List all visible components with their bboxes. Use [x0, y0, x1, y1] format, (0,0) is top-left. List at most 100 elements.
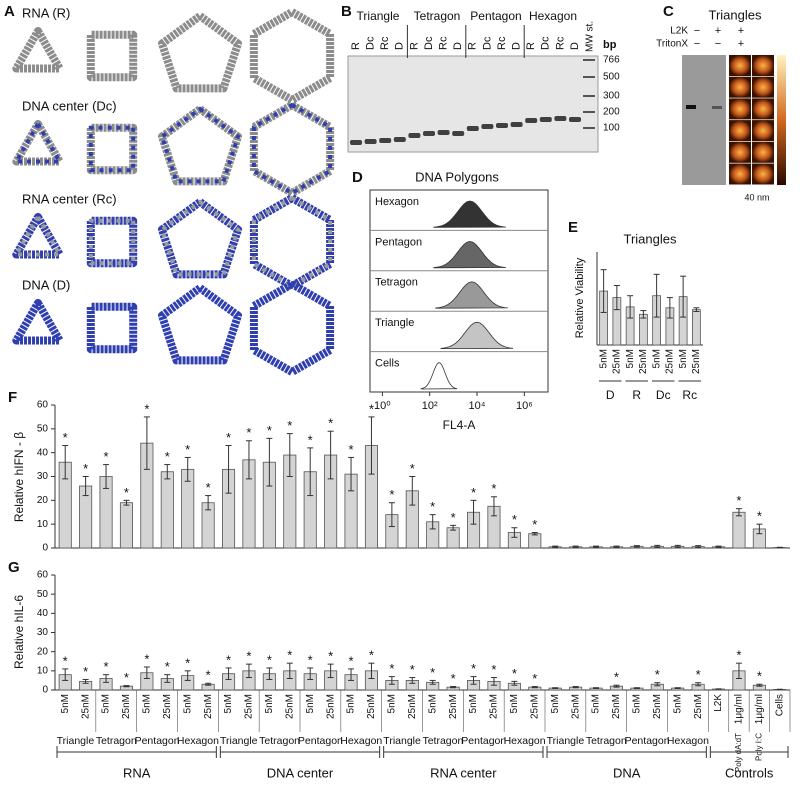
subgroup-label: Pentagon	[298, 735, 343, 747]
y-tick-label: 60	[37, 570, 49, 581]
afm-tile	[752, 120, 774, 142]
error-bar	[245, 663, 252, 679]
error-bar	[286, 662, 293, 679]
significance-mark: *	[410, 461, 415, 476]
significance-mark: *	[165, 449, 170, 464]
error-bar	[627, 295, 634, 319]
row-label: Cells	[375, 358, 400, 370]
chart-title: Triangles	[624, 231, 677, 246]
gel-band	[350, 140, 362, 145]
error-bar	[327, 430, 334, 480]
afm-tile	[729, 120, 751, 142]
x-tick-label: 25nM	[691, 349, 702, 374]
error-bar	[164, 674, 171, 683]
significance-mark: *	[614, 670, 619, 685]
gel-band	[481, 124, 494, 129]
gel-band	[686, 105, 696, 109]
subgroup-label: Triangle	[383, 735, 421, 747]
x-tick-label: 25nM	[612, 349, 623, 374]
chart-title: DNA Polygons	[415, 169, 499, 184]
ladder-label: 500	[603, 72, 620, 83]
error-bar	[103, 674, 110, 683]
x-tick-label: 5nM	[651, 349, 662, 368]
lane-label: D	[569, 42, 581, 50]
lane-label: R	[350, 42, 362, 50]
ladder-band	[583, 111, 595, 113]
error-bar	[572, 686, 579, 689]
gel-band	[379, 138, 392, 143]
error-bar	[266, 667, 273, 680]
significance-mark: *	[63, 653, 68, 668]
lane-label: Rc	[379, 36, 391, 50]
x-tick-label: 5nM	[598, 349, 609, 368]
subgroup-label: Tetragon	[422, 735, 463, 747]
x-tick-label: 5nM	[632, 694, 643, 713]
condition-sign: −	[694, 25, 700, 37]
ladder-label: 100	[603, 123, 620, 134]
significance-mark: *	[328, 649, 333, 664]
significance-mark: *	[349, 653, 354, 668]
panel-label: G	[8, 559, 20, 576]
row-label: Pentagon	[375, 236, 422, 248]
gel-band	[452, 131, 465, 136]
error-bar	[552, 545, 559, 549]
y-tick-label: 40	[37, 608, 49, 619]
significance-mark: *	[328, 416, 333, 431]
structure	[86, 30, 138, 82]
y-tick-label: 0	[42, 685, 48, 696]
x-tick-label: 5nM	[182, 694, 193, 713]
group-label: Pentagon	[470, 9, 521, 23]
condition-sign: +	[715, 25, 721, 37]
group-label: R	[632, 388, 641, 402]
group-label: Hexagon	[529, 9, 577, 23]
panel-label: A	[4, 3, 15, 20]
afm-tile	[729, 163, 751, 185]
error-bar	[695, 682, 702, 687]
error-bar	[225, 445, 232, 494]
structure-core	[12, 213, 64, 257]
error-bar	[511, 527, 518, 538]
group-label: Triangle	[357, 9, 400, 23]
error-bar	[368, 662, 375, 679]
error-bar	[735, 508, 742, 517]
subgroup-label: Hexagon	[667, 735, 709, 747]
bar	[692, 309, 701, 346]
gel-band	[496, 123, 508, 128]
error-bar	[143, 666, 150, 679]
histogram	[433, 240, 506, 269]
x-tick-label: 25nM	[570, 694, 581, 719]
lane-label: Rc	[438, 36, 450, 50]
group-label: D	[606, 388, 615, 402]
error-bar	[470, 499, 477, 525]
error-bar	[593, 687, 600, 689]
condition-label: TritonX	[656, 39, 688, 50]
significance-mark: *	[430, 665, 435, 680]
bar	[639, 313, 648, 346]
x-tick-label: 5nM	[60, 694, 71, 713]
y-tick-label: 10	[37, 519, 49, 530]
significance-mark: *	[308, 652, 313, 667]
subgroup-label: Hexagon	[177, 735, 219, 747]
lane-label: R	[467, 42, 479, 50]
subgroup-label: Triangle	[220, 735, 258, 747]
error-bar	[184, 670, 191, 681]
gel	[347, 55, 599, 153]
bar	[160, 471, 174, 549]
significance-mark: *	[246, 425, 251, 440]
lane-label: D	[511, 42, 523, 50]
gel-band	[437, 130, 450, 135]
row-title: RNA center (Rc)	[22, 191, 117, 206]
significance-mark: *	[369, 648, 374, 663]
error-bar	[490, 677, 497, 686]
significance-mark: *	[736, 648, 741, 663]
x-tick-label: 1μg/ml	[754, 694, 765, 724]
error-bar	[307, 667, 314, 680]
y-tick-label: 20	[37, 495, 49, 506]
structure-core	[12, 120, 64, 164]
structure	[12, 27, 64, 73]
error-bar	[205, 682, 212, 686]
condition-sign: +	[738, 25, 744, 37]
afm-tile	[729, 55, 751, 76]
unit-label: bp	[603, 39, 617, 51]
